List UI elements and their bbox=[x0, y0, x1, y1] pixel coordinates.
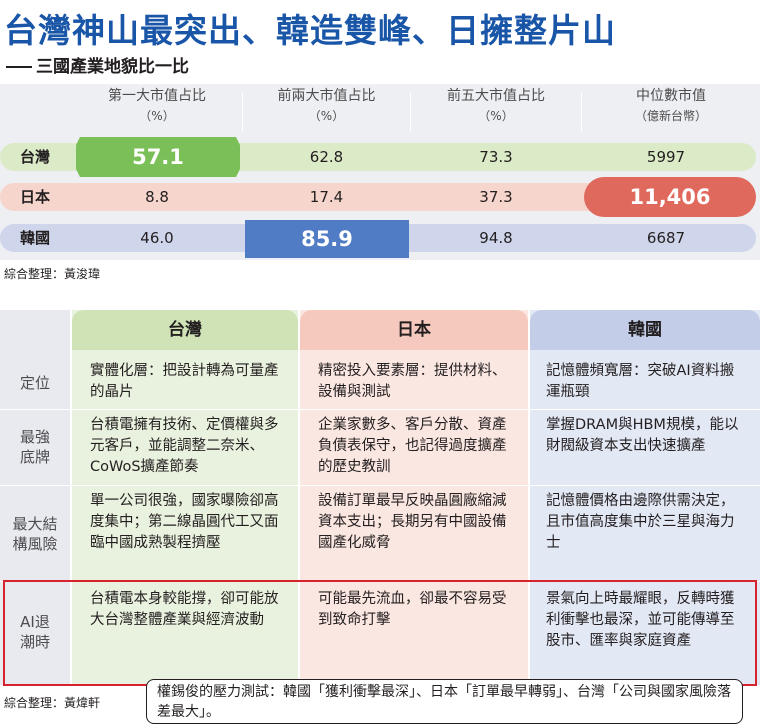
compare-column-japan bbox=[300, 310, 528, 685]
cell-ai-downturn-japan: 可能最先流血，卻最不容易受到致命打擊 bbox=[318, 591, 507, 628]
compare-header-taiwan: 台灣 bbox=[72, 310, 298, 350]
row-label-ai-downturn: AI退潮時 bbox=[19, 613, 50, 651]
column-divider bbox=[410, 92, 411, 132]
subtitle-text: 三國產業地貌比一比 bbox=[36, 57, 189, 77]
row-label-positioning: 定位 bbox=[19, 374, 50, 392]
compare-credit: 綜合整理：黃煒軒 bbox=[4, 696, 101, 710]
header-unit: （%） bbox=[478, 109, 514, 123]
korea-top5-share: 94.8 bbox=[479, 229, 513, 247]
compare-header-korea: 韓國 bbox=[530, 310, 760, 350]
cell-structural-risk-korea: 記憶體價格由邊際供需決定，且市值高度集中於三星與海力士 bbox=[546, 493, 735, 551]
cell-positioning-taiwan: 實體化層：把設計轉為可量產的晶片 bbox=[90, 363, 279, 400]
taiwan-top2-share: 62.8 bbox=[309, 148, 344, 166]
column-divider bbox=[581, 92, 582, 132]
row-label-japan: 日本 bbox=[20, 188, 51, 206]
korea-median-cap: 6687 bbox=[646, 229, 686, 247]
row-label-korea: 韓國 bbox=[20, 229, 51, 247]
cell-positioning-korea: 記憶體頻寬層：突破AI資料搬運瓶頸 bbox=[546, 363, 735, 400]
japan-first-share: 8.8 bbox=[145, 188, 169, 206]
japan-median-cap: 11,406 bbox=[629, 185, 711, 209]
cell-strongest-card-taiwan: 台積電擁有技術、定價權與多元客戶，並能調整二奈米、CoWoS擴產節奏 bbox=[90, 417, 279, 475]
cell-ai-downturn-taiwan: 台積電本身較能撐，卻可能放大台灣整體產業與經濟波動 bbox=[90, 591, 279, 628]
stress-test-note: 權錫俊的壓力測試：韓國「獲利衝擊最深」、日本「訂單最早轉弱」、台灣「公司與國家風… bbox=[146, 679, 743, 724]
japan-highlight-badge bbox=[584, 177, 756, 217]
compare-column-taiwan bbox=[72, 310, 298, 685]
korea-highlight-badge bbox=[245, 220, 409, 258]
ranking-header-median: 中位數市值 （億新台幣） bbox=[582, 86, 760, 136]
ranking-header-top2: 前兩大市值占比 （%） bbox=[243, 86, 410, 136]
japan-top5-share: 37.3 bbox=[479, 188, 513, 206]
korea-top2-share: 85.9 bbox=[301, 227, 353, 251]
header-label: 前兩大市值占比 bbox=[277, 88, 376, 104]
header-label: 前五大市值占比 bbox=[447, 88, 545, 104]
header-label: 第一大市值占比 bbox=[108, 88, 206, 104]
ranking-header-top5: 前五大市值占比 （%） bbox=[411, 86, 581, 136]
taiwan-first-share: 57.1 bbox=[132, 145, 184, 169]
cell-strongest-card-korea: 掌握DRAM與HBM規模，能以財閥級資本支出快速擴產 bbox=[546, 417, 739, 454]
row-divider bbox=[0, 409, 760, 410]
row-label-strongest-card: 最強底牌 bbox=[19, 428, 50, 466]
ranking-header-first: 第一大市值占比 （%） bbox=[72, 86, 242, 136]
cell-ai-downturn-korea: 景氣向上時最耀眼，反轉時獲利衝擊也最深，並可能傳導至股市、匯率與家庭資產 bbox=[546, 591, 735, 649]
subtitle-dash bbox=[6, 66, 32, 68]
column-divider bbox=[242, 92, 243, 132]
cell-strongest-card-japan: 企業家數多、客戶分散、資產負債表保守，也記得過度擴產的歷史教訓 bbox=[318, 417, 507, 475]
compare-label-column bbox=[0, 310, 70, 685]
header-unit: （%） bbox=[308, 109, 345, 123]
compare-column-korea bbox=[530, 310, 760, 685]
ranking-credit: 綜合整理：黃浚瑋 bbox=[4, 267, 101, 281]
cell-structural-risk-taiwan: 單一公司很強，國家曝險卻高度集中；第二線晶圓代工又面臨中國成熟製程擠壓 bbox=[90, 493, 279, 551]
taiwan-top5-share: 73.3 bbox=[479, 148, 513, 166]
taiwan-median-cap: 5997 bbox=[646, 148, 686, 166]
taiwan-highlight-badge bbox=[76, 137, 240, 177]
page-title: 台灣神山最突出、韓造雙峰、日擁整片山 bbox=[4, 11, 616, 50]
cell-positioning-japan: 精密投入要素層：提供材料、設備與測試 bbox=[318, 363, 507, 400]
row-divider bbox=[0, 485, 760, 486]
header-unit: （億新台幣） bbox=[634, 109, 707, 123]
row-label-structural-risk: 最大結構風險 bbox=[12, 515, 58, 553]
row-label-taiwan: 台灣 bbox=[20, 148, 51, 166]
compare-header-japan: 日本 bbox=[300, 310, 528, 350]
page-subtitle: 三國產業地貌比一比 bbox=[6, 52, 189, 77]
header-unit: （%） bbox=[139, 109, 175, 123]
japan-top2-share: 17.4 bbox=[309, 188, 344, 206]
korea-first-share: 46.0 bbox=[140, 229, 174, 247]
cell-structural-risk-japan: 設備訂單最早反映晶圓廠縮減資本支出；長期另有中國設備國產化威脅 bbox=[318, 493, 507, 551]
header-label: 中位數市值 bbox=[636, 88, 706, 104]
ai-downturn-highlight-box bbox=[3, 580, 757, 686]
